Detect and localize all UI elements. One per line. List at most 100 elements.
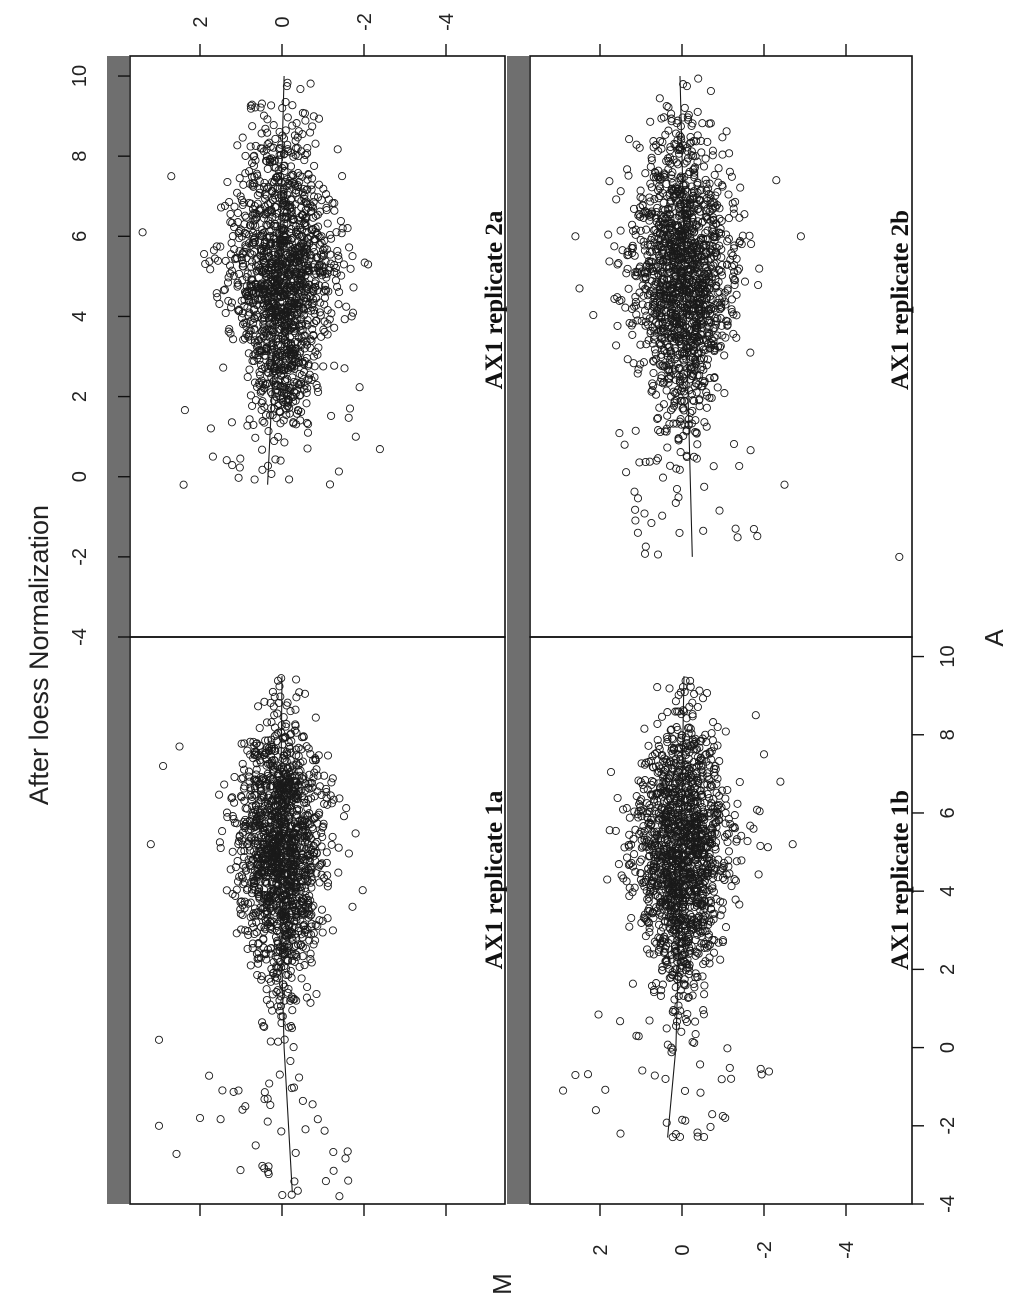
data-point — [659, 934, 668, 943]
data-point — [246, 961, 255, 970]
data-point — [671, 873, 680, 882]
data-point — [206, 265, 215, 274]
data-point — [627, 913, 636, 923]
data-point — [303, 149, 312, 158]
data-point — [307, 202, 316, 211]
data-point — [303, 804, 312, 813]
data-point — [296, 416, 305, 425]
data-point — [250, 929, 259, 939]
data-point — [309, 842, 318, 851]
data-point — [731, 895, 740, 904]
data-point — [660, 818, 669, 828]
data-point — [756, 1064, 765, 1073]
data-point — [285, 475, 294, 484]
data-point — [280, 438, 289, 447]
data-point — [710, 866, 719, 875]
data-point — [674, 852, 683, 861]
data-point — [675, 832, 684, 841]
data-point — [628, 330, 637, 339]
data-point — [708, 874, 717, 883]
data-point — [290, 1177, 299, 1186]
data-point — [304, 783, 313, 792]
data-point — [266, 977, 275, 986]
data-point — [297, 940, 306, 949]
data-point — [306, 955, 315, 964]
data-point — [243, 944, 252, 953]
data-point — [245, 365, 254, 374]
panel-3: AX1 replicate 2a — [107, 55, 508, 638]
data-point — [284, 882, 294, 891]
data-point — [300, 895, 309, 904]
data-point — [300, 961, 309, 970]
data-point — [260, 843, 269, 852]
data-point — [278, 1190, 287, 1200]
data-point — [260, 697, 269, 706]
data-point — [230, 818, 239, 827]
data-point — [700, 815, 709, 824]
data-point — [270, 756, 279, 765]
data-point — [656, 943, 665, 952]
data-point — [303, 428, 313, 437]
data-point — [757, 1070, 766, 1079]
data-point — [712, 829, 721, 838]
data-point — [228, 847, 237, 856]
data-point — [625, 135, 634, 144]
data-point — [275, 682, 284, 691]
data-point — [631, 867, 640, 876]
data-point — [259, 935, 268, 944]
data-point — [681, 837, 690, 846]
data-point — [725, 869, 734, 878]
data-point — [629, 834, 638, 843]
data-point — [329, 1147, 338, 1157]
data-point — [691, 856, 700, 865]
data-point — [665, 884, 674, 893]
data-point — [288, 1006, 297, 1015]
data-point — [262, 761, 271, 770]
data-point — [323, 219, 332, 228]
data-point — [279, 713, 288, 722]
data-point — [653, 827, 662, 836]
data-point — [286, 707, 295, 716]
data-point — [732, 835, 741, 844]
data-point — [763, 843, 772, 852]
data-point — [688, 712, 697, 721]
data-point — [375, 445, 384, 454]
data-point — [665, 965, 674, 974]
data-point — [254, 884, 263, 893]
data-point — [686, 741, 695, 750]
data-point — [671, 983, 680, 992]
data-point — [306, 834, 315, 843]
data-point — [668, 749, 677, 758]
data-point — [288, 842, 297, 851]
data-point — [292, 880, 301, 889]
data-point — [667, 834, 676, 843]
data-point — [295, 868, 304, 877]
data-point — [666, 951, 675, 960]
data-point — [263, 736, 273, 745]
data-point — [267, 964, 276, 973]
data-point — [653, 830, 662, 839]
data-point — [265, 801, 274, 810]
data-point — [242, 230, 251, 239]
data-point — [306, 868, 315, 877]
data-point — [271, 814, 280, 823]
data-point — [727, 1074, 736, 1083]
data-point — [259, 823, 268, 832]
data-point — [743, 837, 752, 846]
data-point — [252, 850, 261, 859]
data-point — [302, 993, 311, 1002]
data-point — [699, 891, 708, 900]
data-point — [272, 737, 281, 746]
data-point — [303, 143, 312, 153]
data-point — [248, 401, 257, 410]
data-point — [274, 837, 283, 846]
data-point — [259, 894, 269, 903]
data-point — [302, 831, 311, 840]
data-point — [250, 151, 259, 160]
data-point — [679, 898, 688, 907]
data-point — [236, 792, 246, 801]
data-point — [257, 975, 266, 984]
data-point — [685, 863, 695, 872]
data-point — [705, 940, 714, 949]
data-point — [311, 755, 320, 764]
